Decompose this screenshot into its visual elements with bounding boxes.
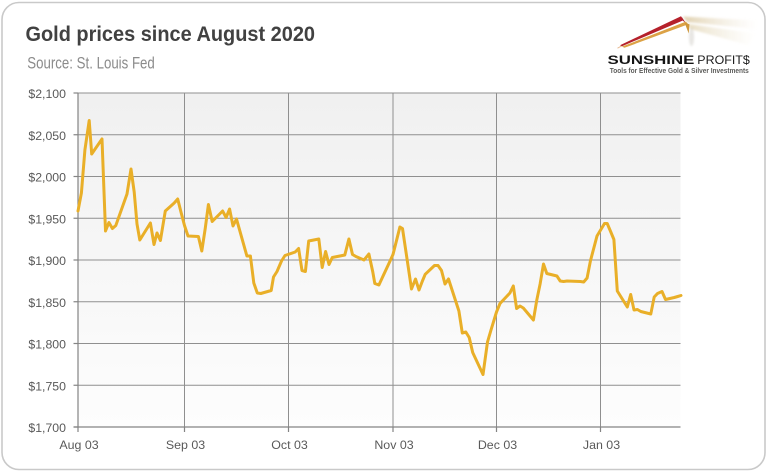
- svg-text:Tools for Effective Gold & Sil: Tools for Effective Gold & Silver Invest…: [610, 68, 749, 75]
- svg-text:Aug 03: Aug 03: [59, 438, 98, 452]
- svg-text:$2,000: $2,000: [28, 171, 66, 185]
- svg-text:Nov 03: Nov 03: [374, 438, 413, 452]
- svg-text:$1,700: $1,700: [28, 421, 66, 435]
- svg-text:SUNSHINE: SUNSHINE: [608, 53, 695, 67]
- svg-text:$2,100: $2,100: [28, 87, 66, 101]
- svg-text:Oct 03: Oct 03: [271, 438, 308, 452]
- svg-text:Gold prices since August 2020: Gold prices since August 2020: [26, 23, 316, 46]
- svg-text:$1,850: $1,850: [28, 296, 66, 310]
- svg-text:Dec 03: Dec 03: [478, 438, 517, 452]
- svg-text:$2,050: $2,050: [28, 129, 66, 143]
- svg-text:Source: St. Louis Fed: Source: St. Louis Fed: [27, 54, 155, 73]
- svg-text:PROFIT$: PROFIT$: [697, 53, 750, 67]
- svg-text:$1,800: $1,800: [28, 338, 66, 352]
- svg-text:$1,900: $1,900: [28, 254, 66, 268]
- svg-text:$1,950: $1,950: [28, 212, 66, 226]
- svg-text:$1,750: $1,750: [28, 379, 66, 393]
- svg-text:Sep 03: Sep 03: [166, 438, 205, 452]
- svg-text:Jan 03: Jan 03: [583, 438, 620, 452]
